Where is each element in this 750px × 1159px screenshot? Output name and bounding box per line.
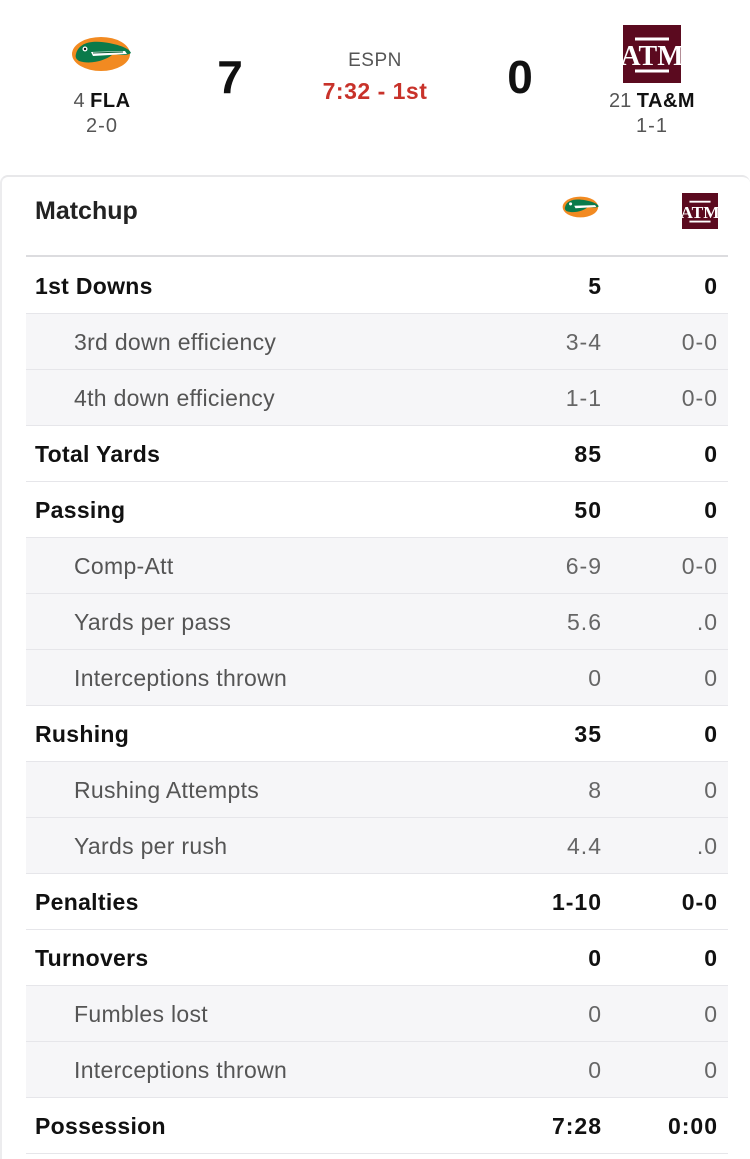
away-stat-value: 5.6 [567,609,602,635]
home-stat-value: 0 [704,497,718,523]
away-stat-value: 0 [588,1057,602,1083]
stat-label: Possession [35,1113,166,1139]
home-stat-value: 0 [704,721,718,747]
stat-label: Total Yards [35,441,161,467]
svg-text:ATM: ATM [623,41,681,72]
away-stat-value: 1-10 [551,889,602,915]
stat-label: Rushing Attempts [74,777,260,803]
away-stat-value: 0 [588,945,602,971]
away-abbr: FLA [90,90,131,112]
away-score: 7 [217,51,243,103]
home-stat-value: 0 [704,273,718,299]
stat-row: Fumbles lost 0 0 [26,986,728,1042]
matchup-header: Matchup ATM [26,177,728,257]
texas-am-logo-icon: ATM [592,24,712,84]
home-stat-value: 0-0 [681,329,718,355]
florida-gator-logo-icon [562,194,600,225]
florida-gator-logo-icon [42,24,162,84]
away-record: 2-0 [86,115,118,137]
home-stat-value: 0:00 [667,1113,718,1139]
home-team[interactable]: ATM 21 TA&M 1-1 [592,24,712,138]
stat-label: Interceptions thrown [74,665,288,691]
stat-label: 1st Downs [35,273,153,299]
stat-row: Passing 50 0 [26,482,728,538]
stat-label: 4th down efficiency [74,385,275,411]
texas-am-logo-icon: ATM [680,193,720,234]
home-rank: 21 [608,90,632,112]
stat-row: Comp-Att 6-9 0-0 [26,538,728,594]
stat-label: Turnovers [35,945,149,971]
away-stat-value: 0 [588,1001,602,1027]
stat-row: 1st Downs 5 0 [26,258,728,314]
away-stat-value: 85 [574,441,602,467]
stat-row: Interceptions thrown 0 0 [26,650,728,706]
stat-row: Yards per pass 5.6 .0 [26,594,728,650]
stat-label: Yards per rush [74,833,228,859]
stat-row: Penalties 1-10 0-0 [26,874,728,930]
scoreboard-header: 4 FLA 2-0 7 ESPN 7:32 - 1st 0 ATM 21 TA&… [0,0,750,176]
home-abbr: TA&M [636,90,696,112]
home-stat-value: .0 [696,833,718,859]
stats-table: 1st Downs 5 0 3rd down efficiency 3-4 0-0 4th … [26,258,728,1154]
stat-label: Comp-Att [74,553,174,579]
stat-row: Turnovers 0 0 [26,930,728,986]
stat-row: Total Yards 85 0 [26,426,728,482]
away-stat-value: 0 [588,665,602,691]
home-stat-value: .0 [696,609,718,635]
svg-text:ATM: ATM [682,203,718,222]
home-stat-value: 0 [704,777,718,803]
stat-label: Rushing [35,721,130,747]
matchup-title: Matchup [35,197,138,225]
stat-row: Rushing 35 0 [26,706,728,762]
home-stat-value: 0 [704,1001,718,1027]
stat-label: Fumbles lost [74,1001,208,1027]
stat-label: Passing [35,497,126,523]
away-team-label: 4 FLA [42,90,162,112]
away-stat-value: 4.4 [567,833,602,859]
matchup-card: Matchup ATM 1st Downs 5 0 3rd down efficien… [0,175,750,1159]
network-label: ESPN [348,50,402,71]
away-stat-value: 8 [588,777,602,803]
game-clock: 7:32 - 1st [322,78,428,104]
away-stat-value: 1-1 [565,385,602,411]
away-stat-value: 35 [574,721,602,747]
stat-label: Penalties [35,889,139,915]
home-stat-value: 0 [704,945,718,971]
game-status: ESPN 7:32 - 1st [275,50,475,105]
away-rank: 4 [73,90,85,112]
home-stat-value: 0 [704,665,718,691]
stat-label: Yards per pass [74,609,232,635]
home-stat-value: 0 [704,441,718,467]
home-record: 1-1 [636,115,668,137]
home-score: 0 [507,51,533,103]
stat-row: 4th down efficiency 1-1 0-0 [26,370,728,426]
home-stat-value: 0 [704,1057,718,1083]
home-stat-value: 0-0 [681,889,718,915]
home-team-label: 21 TA&M [592,90,712,112]
away-stat-value: 50 [574,497,602,523]
home-stat-value: 0-0 [681,385,718,411]
stat-row: Interceptions thrown 0 0 [26,1042,728,1098]
away-team[interactable]: 4 FLA 2-0 [42,24,162,138]
stat-row: Rushing Attempts 8 0 [26,762,728,818]
away-stat-value: 3-4 [565,329,602,355]
stat-row: 3rd down efficiency 3-4 0-0 [26,314,728,370]
stat-label: Interceptions thrown [74,1057,288,1083]
stat-row: Possession 7:28 0:00 [26,1098,728,1154]
stat-row: Yards per rush 4.4 .0 [26,818,728,874]
away-stat-value: 6-9 [565,553,602,579]
stat-label: 3rd down efficiency [74,329,277,355]
home-stat-value: 0-0 [681,553,718,579]
away-stat-value: 7:28 [551,1113,602,1139]
away-stat-value: 5 [588,273,602,299]
